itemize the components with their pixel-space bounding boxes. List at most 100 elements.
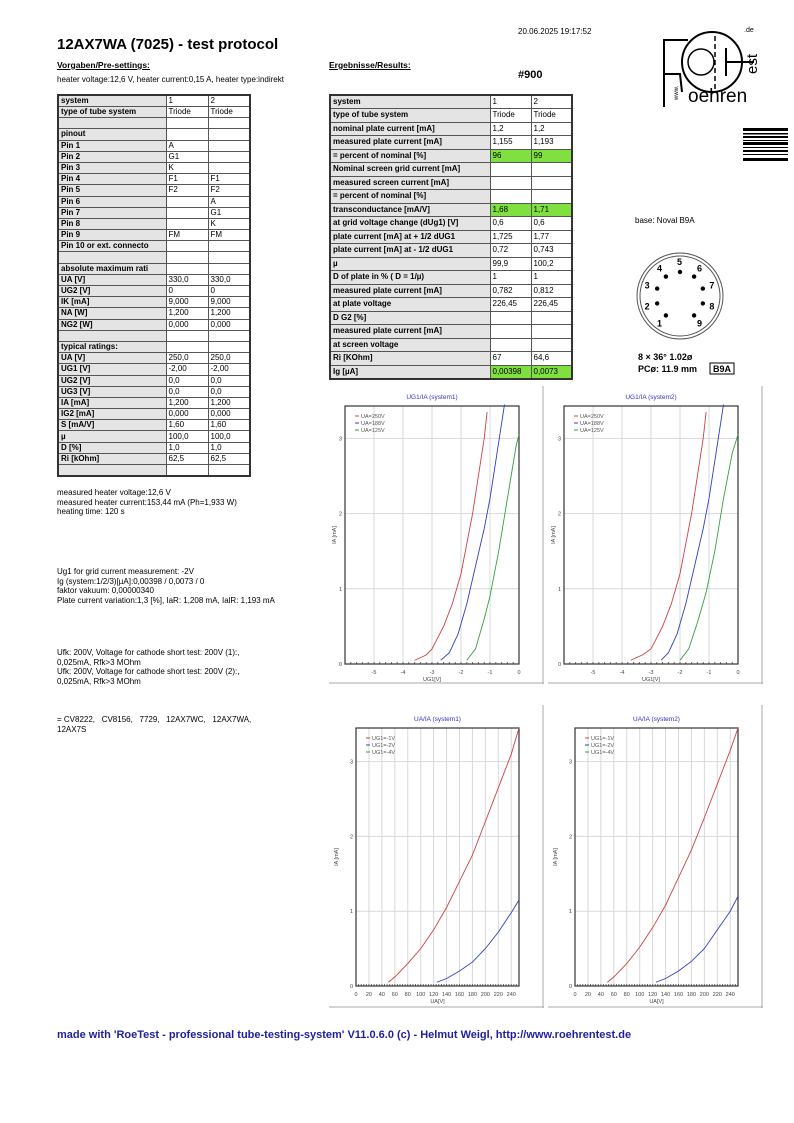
table-row: Pin 10 or ext. connecto	[57, 240, 251, 253]
x-tick-label: 0	[736, 670, 739, 676]
pin-number: 5	[677, 257, 682, 267]
table-row: UG2 [V] 0,0 0,0	[57, 374, 251, 387]
label-cell: Pin 5	[57, 184, 167, 197]
x-axis-label: UA[V]	[649, 999, 664, 1005]
pin-number: 8	[709, 302, 714, 312]
label-cell: IA [mA]	[57, 396, 167, 410]
value-cell: -2,00	[165, 363, 209, 376]
table-row: system 1 2	[57, 94, 251, 107]
value-cell	[207, 463, 251, 477]
table-row: IK [mA] 9,000 9,000	[57, 296, 251, 309]
y-tick-label: 3	[569, 760, 572, 766]
label-cell	[57, 329, 167, 342]
value-cell: 1,0	[207, 441, 251, 454]
label-cell: Ig [µA]	[329, 364, 491, 379]
value-cell: 9,000	[207, 296, 251, 309]
barcode	[743, 128, 788, 161]
value-cell	[207, 117, 251, 130]
table-row: typical ratings:	[57, 340, 251, 354]
value-cell: 2	[530, 94, 573, 109]
value-cell: 62,5	[165, 452, 209, 466]
value-cell: Triode	[489, 108, 532, 123]
x-tick-label: -3	[430, 670, 435, 676]
label-cell: D [%]	[57, 441, 167, 454]
value-cell	[165, 251, 209, 264]
x-tick-label: 140	[661, 992, 670, 998]
legend-entry: UG1=-2V	[591, 743, 614, 749]
x-tick-label: 60	[392, 992, 398, 998]
x-tick-label: 200	[700, 992, 709, 998]
value-cell: 99	[530, 148, 573, 163]
table-row: D [%] 1,0 1,0	[57, 441, 251, 454]
value-cell	[489, 162, 532, 177]
value-cell: 0,743	[530, 243, 573, 258]
value-cell	[489, 189, 532, 204]
label-cell: typical ratings:	[57, 340, 167, 354]
value-cell: 1,2	[489, 121, 532, 136]
label-cell: = percent of nominal [%]	[329, 189, 491, 204]
value-cell: K	[165, 161, 209, 175]
pin-number: 2	[645, 302, 650, 312]
table-row: pinout	[57, 128, 251, 141]
value-cell: 330,0	[207, 273, 251, 287]
label-cell: at grid voltage change (dUg1) [V]	[329, 216, 491, 231]
series-line-1	[440, 404, 505, 661]
table-row	[57, 117, 251, 130]
presettings-table: system 1 2 type of tube system Triode Triode p…	[57, 94, 251, 477]
pin-number: 4	[657, 263, 662, 273]
table-row: Pin 8 K	[57, 217, 251, 231]
pin-dot	[654, 301, 660, 306]
value-cell: 226,45	[530, 297, 573, 312]
value-cell: F2	[165, 184, 209, 197]
value-cell: 9,000	[165, 296, 209, 309]
x-tick-label: 20	[366, 992, 372, 998]
value-cell: 1,2	[530, 121, 573, 136]
legend-entry: UA=125V	[580, 428, 604, 434]
label-cell: measured plate current [mA]	[329, 324, 491, 339]
y-tick-label: 3	[339, 436, 342, 442]
legend-entry: UA=125V	[361, 428, 385, 434]
value-cell: FM	[165, 229, 209, 242]
label-cell: = percent of nominal [%]	[329, 148, 491, 163]
x-tick-label: 0	[354, 992, 357, 998]
value-cell: Triode	[165, 105, 209, 119]
value-cell	[489, 310, 532, 325]
table-row: plate current [mA] at - 1/2 dUG1 0,72 0,74…	[329, 243, 573, 258]
value-cell: 0,0	[207, 385, 251, 398]
y-tick-label: 0	[350, 984, 353, 990]
label-cell: system	[57, 94, 167, 107]
x-tick-label: -1	[488, 670, 493, 676]
label-cell	[57, 463, 167, 477]
value-cell: 99,9	[489, 256, 532, 271]
value-cell	[530, 324, 573, 339]
value-cell: 250,0	[165, 352, 209, 365]
value-cell: 1,200	[165, 396, 209, 410]
value-cell: G1	[165, 150, 209, 163]
legend-entry: UA=250V	[580, 414, 604, 420]
table-row: Nominal screen grid current [mA]	[329, 162, 573, 177]
table-row: Pin 2 G1	[57, 150, 251, 163]
table-row	[57, 251, 251, 264]
label-cell: S [mA/V]	[57, 419, 167, 432]
svg-text:PCø: 11.9 mm: PCø: 11.9 mm	[638, 364, 697, 374]
value-cell: 0,000	[207, 408, 251, 421]
value-cell	[207, 251, 251, 264]
value-cell: 1,193	[530, 135, 573, 150]
plot-area	[355, 727, 520, 987]
x-tick-label: 220	[494, 992, 503, 998]
y-tick-label: 2	[558, 512, 561, 518]
value-cell: 1	[165, 94, 209, 107]
label-cell: Pin 3	[57, 161, 167, 175]
label-cell: NA [W]	[57, 307, 167, 320]
value-cell: A	[165, 139, 209, 152]
label-cell: UA [V]	[57, 352, 167, 365]
value-cell: 0,0073	[530, 364, 573, 379]
roehrentest-logo: oehren www. est .de	[663, 27, 761, 107]
x-tick-label: 180	[468, 992, 477, 998]
pin-number: 6	[697, 263, 702, 273]
label-cell: Pin 10 or ext. connecto	[57, 240, 167, 253]
label-cell: at plate voltage	[329, 297, 491, 312]
x-tick-label: 220	[713, 992, 722, 998]
label-cell: Pin 6	[57, 195, 167, 208]
